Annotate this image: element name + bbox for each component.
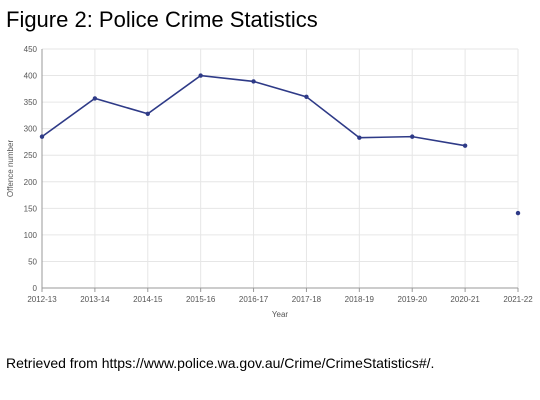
x-tick-label: 2015-16 bbox=[186, 295, 216, 304]
y-tick-label: 450 bbox=[24, 45, 38, 54]
x-axis-ticks: 2012-13 2013-14 2014-15 2015-16 2016-17 2017-… bbox=[27, 295, 533, 304]
data-point bbox=[145, 111, 150, 116]
x-axis-label: Year bbox=[272, 310, 289, 319]
data-point bbox=[251, 79, 256, 84]
gridlines bbox=[41, 48, 519, 289]
data-point bbox=[462, 143, 468, 148]
x-tick-label: 2017-18 bbox=[292, 295, 322, 304]
data-point bbox=[357, 135, 362, 140]
x-tick-label: 2018-19 bbox=[345, 295, 375, 304]
x-tick-label: 2020-21 bbox=[450, 295, 480, 304]
x-tick-label: 2021-22 bbox=[503, 295, 533, 304]
series bbox=[39, 73, 521, 216]
data-point bbox=[410, 134, 415, 139]
y-tick-label: 250 bbox=[24, 151, 38, 160]
data-point bbox=[304, 94, 309, 99]
y-tick-label: 300 bbox=[24, 125, 38, 134]
x-tick-label: 2016-17 bbox=[239, 295, 269, 304]
x-tick-label: 2012-13 bbox=[27, 295, 57, 304]
y-tick-label: 400 bbox=[24, 72, 38, 81]
y-tick-label: 150 bbox=[24, 204, 38, 213]
axes bbox=[41, 49, 519, 292]
source-citation: Retrieved from https://www.police.wa.gov… bbox=[6, 355, 435, 371]
data-point bbox=[39, 134, 45, 139]
y-tick-label: 100 bbox=[24, 231, 38, 240]
data-point bbox=[198, 73, 203, 78]
y-axis-label: Offence number bbox=[6, 140, 15, 198]
y-tick-label: 0 bbox=[33, 284, 38, 293]
y-tick-label: 200 bbox=[24, 178, 38, 187]
figure-title: Figure 2: Police Crime Statistics bbox=[6, 7, 318, 32]
x-tick-label: 2014-15 bbox=[133, 295, 163, 304]
line-chart: 0 50 100 150 200 250 300 350 400 450 2012-13 2013-… bbox=[6, 45, 533, 319]
y-tick-label: 350 bbox=[24, 98, 38, 107]
y-tick-label: 50 bbox=[28, 257, 37, 266]
data-point bbox=[515, 210, 521, 216]
y-axis-ticks: 0 50 100 150 200 250 300 350 400 450 bbox=[24, 45, 38, 293]
data-point bbox=[92, 96, 98, 101]
x-tick-label: 2019-20 bbox=[398, 295, 428, 304]
x-tick-label: 2013-14 bbox=[80, 295, 110, 304]
